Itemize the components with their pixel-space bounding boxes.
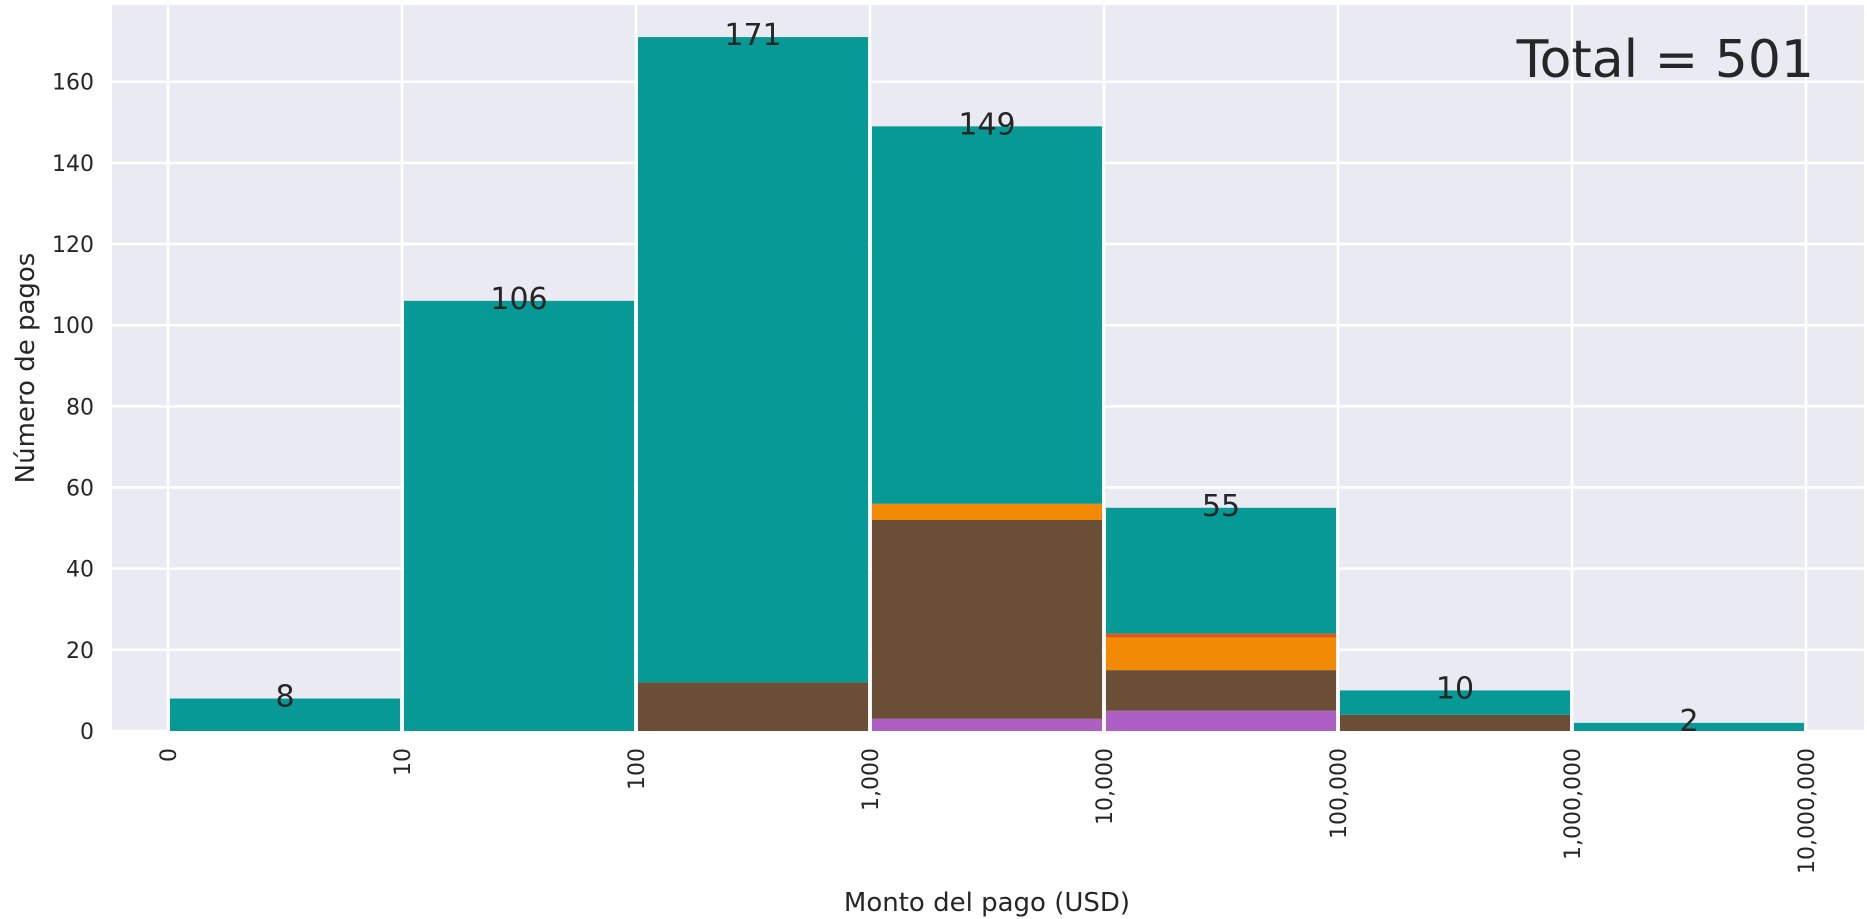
y-tick-label: 160 xyxy=(52,71,94,96)
bar-segment xyxy=(1106,637,1336,671)
bar-total-label: 55 xyxy=(1202,489,1240,524)
y-tick-labels: 0 20 40 60 80 100 120 140 160 xyxy=(52,71,94,745)
total-annotation: Total = 501 xyxy=(1516,30,1814,90)
y-tick-label: 0 xyxy=(80,720,94,745)
bar-total-label: 149 xyxy=(958,107,1015,142)
bar-segment xyxy=(638,37,868,683)
y-tick-label: 40 xyxy=(66,558,94,583)
bar-segment xyxy=(170,698,400,731)
bar-segment xyxy=(872,503,1102,520)
x-tick-label: 0 xyxy=(157,748,182,762)
bar-segment xyxy=(1106,633,1336,638)
y-axis-label: Número de pagos xyxy=(11,253,41,484)
bar-total-label: 106 xyxy=(490,282,547,317)
y-tick-label: 80 xyxy=(66,395,94,420)
bar-segment xyxy=(872,718,1102,731)
y-tick-label: 140 xyxy=(52,152,94,177)
bar-segment xyxy=(638,682,868,731)
x-tick-label: 10,000 xyxy=(1093,748,1118,825)
bar-total-label: 10 xyxy=(1436,671,1474,706)
y-tick-label: 60 xyxy=(66,477,94,502)
y-tick-label: 120 xyxy=(52,233,94,258)
bar-segment xyxy=(1106,670,1336,711)
bar-segment xyxy=(872,126,1102,504)
x-tick-label: 100 xyxy=(625,748,650,790)
x-tick-labels: 0 10 100 1,000 10,000 100,000 1,000,000 10,000,… xyxy=(157,748,1820,874)
x-tick-label: 1,000 xyxy=(859,748,884,811)
x-axis-label: Monto del pago (USD) xyxy=(844,888,1130,918)
bar-segment xyxy=(872,519,1102,719)
bar-segment xyxy=(404,300,634,731)
bar-total-label: 8 xyxy=(275,680,294,715)
x-tick-label: 10 xyxy=(391,748,416,776)
bars xyxy=(170,37,1804,731)
y-tick-label: 100 xyxy=(52,314,94,339)
y-tick-label: 20 xyxy=(66,639,94,664)
bar-segment xyxy=(1574,722,1804,731)
bar-segment xyxy=(1106,710,1336,731)
bar-segment xyxy=(1106,507,1336,634)
bar-segment xyxy=(1340,714,1570,731)
bar-segment xyxy=(1340,690,1570,715)
bar-total-label: 2 xyxy=(1679,704,1698,739)
bar-total-labels: 8 106 171 149 55 10 2 xyxy=(275,18,1698,739)
x-tick-label: 10,000,000 xyxy=(1795,748,1820,874)
x-tick-label: 1,000,000 xyxy=(1561,748,1586,860)
x-tick-label: 100,000 xyxy=(1327,748,1352,839)
bar-total-label: 171 xyxy=(724,18,781,53)
